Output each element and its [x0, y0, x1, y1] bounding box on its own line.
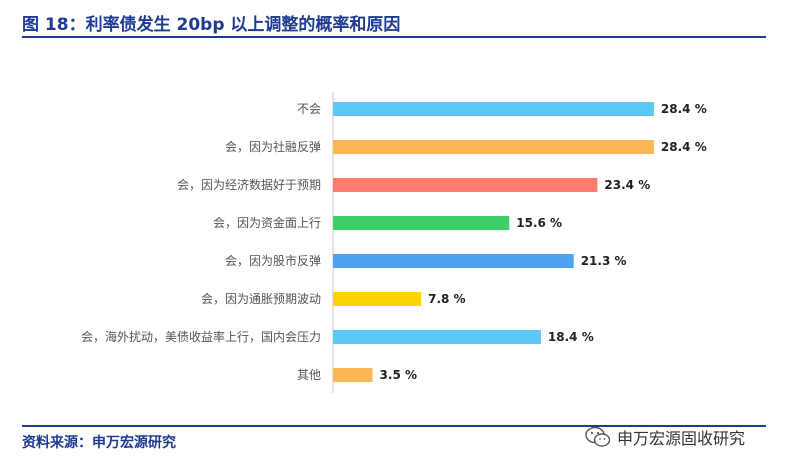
data-label: 18.4 % — [548, 330, 594, 344]
category-label: 不会 — [297, 102, 321, 116]
bar — [333, 102, 654, 116]
bar — [333, 368, 373, 382]
bar — [333, 254, 574, 268]
wechat-icon — [585, 426, 611, 447]
data-label: 28.4 % — [661, 140, 707, 154]
category-label: 会，因为经济数据好于预期 — [177, 177, 321, 192]
bar — [333, 216, 510, 230]
category-label: 会，因为社融反弹 — [225, 139, 321, 154]
footer-divider — [22, 425, 766, 427]
data-label: 21.3 % — [581, 254, 627, 268]
data-label: 15.6 % — [516, 216, 562, 230]
bar — [333, 330, 541, 344]
data-label: 3.5 % — [380, 368, 417, 382]
category-label: 会，因为资金面上行 — [213, 215, 321, 230]
chart-title: 图 18：利率债发生 20bp 以上调整的概率和原因 — [22, 15, 401, 35]
category-label: 会，因为股市反弹 — [225, 253, 321, 268]
watermark: 申万宏源固收研究 — [585, 425, 745, 449]
source-note: 资料来源：申万宏源研究 — [22, 435, 176, 451]
category-label: 会，因为通胀预期波动 — [201, 292, 321, 306]
data-label: 7.8 % — [428, 292, 465, 306]
category-label: 会，海外扰动，美债收益率上行，国内会压力 — [81, 329, 321, 344]
bar — [333, 292, 422, 306]
category-label: 其他 — [297, 368, 321, 382]
bar — [333, 178, 598, 192]
data-label: 28.4 % — [661, 102, 707, 116]
bar — [333, 140, 654, 154]
data-label: 23.4 % — [604, 178, 650, 192]
title-divider — [22, 36, 766, 38]
watermark-text: 申万宏源固收研究 — [617, 429, 746, 448]
